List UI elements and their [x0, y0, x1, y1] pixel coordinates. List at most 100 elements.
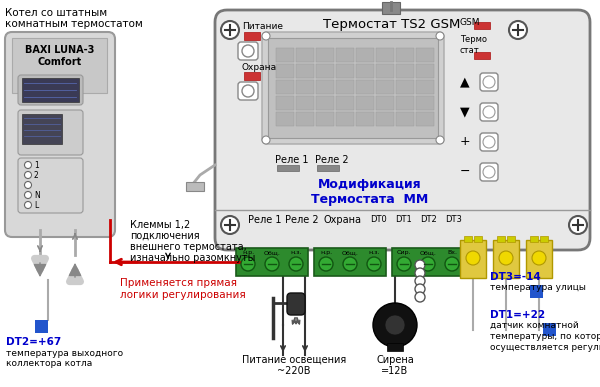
Bar [376, 96, 394, 110]
Circle shape [25, 182, 32, 188]
Text: 1: 1 [34, 161, 39, 170]
Bar [244, 32, 260, 40]
Circle shape [397, 257, 411, 271]
Text: осуществляется регулирование: осуществляется регулирование [490, 343, 600, 352]
Text: температура улицы: температура улицы [490, 283, 586, 292]
Bar [336, 64, 354, 78]
Bar [526, 240, 552, 278]
Circle shape [241, 257, 255, 271]
Bar [356, 112, 374, 126]
Circle shape [25, 202, 32, 209]
Circle shape [509, 21, 527, 39]
Bar [507, 236, 515, 242]
Bar [336, 96, 354, 110]
Bar [12, 38, 107, 93]
Bar [277, 165, 299, 171]
Bar [276, 112, 294, 126]
Bar [474, 52, 490, 59]
Bar [497, 236, 505, 242]
Circle shape [242, 45, 254, 57]
Circle shape [436, 32, 444, 40]
Circle shape [385, 315, 405, 335]
FancyBboxPatch shape [480, 103, 498, 121]
Bar [268, 38, 438, 138]
Text: Термостат TS2 GSM: Термостат TS2 GSM [323, 18, 461, 31]
FancyBboxPatch shape [18, 75, 83, 105]
Bar [416, 96, 434, 110]
Bar [22, 114, 62, 144]
Circle shape [483, 106, 495, 118]
Text: коллектора котла: коллектора котла [6, 359, 92, 368]
Circle shape [373, 303, 417, 347]
Bar [276, 80, 294, 94]
Circle shape [242, 85, 254, 97]
Text: стат: стат [460, 46, 480, 55]
FancyBboxPatch shape [480, 163, 498, 181]
Circle shape [466, 251, 480, 265]
Circle shape [262, 32, 270, 40]
Bar [396, 112, 414, 126]
Text: DT2: DT2 [420, 215, 437, 224]
Bar [296, 64, 314, 78]
Bar [392, 248, 464, 276]
Text: L: L [34, 200, 38, 209]
Bar [296, 80, 314, 94]
Bar [296, 96, 314, 110]
Text: Сир.: Сир. [397, 250, 411, 255]
FancyBboxPatch shape [215, 10, 590, 250]
Text: логики регулирования: логики регулирования [120, 290, 246, 300]
Circle shape [421, 257, 435, 271]
Bar [382, 2, 400, 14]
Bar [276, 96, 294, 110]
Circle shape [499, 251, 513, 265]
Text: Comfort: Comfort [38, 57, 82, 67]
Bar [236, 248, 308, 276]
Text: Питание: Питание [242, 22, 283, 31]
Circle shape [221, 216, 239, 234]
Bar [296, 112, 314, 126]
Bar [276, 48, 294, 62]
Text: Котел со штатным: Котел со штатным [5, 8, 107, 18]
Circle shape [415, 268, 425, 278]
Bar [460, 240, 486, 278]
Text: Общ.: Общ. [419, 250, 436, 255]
Bar [186, 182, 204, 191]
Text: N: N [34, 190, 40, 200]
Bar [376, 80, 394, 94]
FancyBboxPatch shape [480, 73, 498, 91]
Text: Термо: Термо [460, 35, 487, 44]
Text: ~220В: ~220В [277, 366, 311, 376]
Text: +: + [460, 135, 470, 148]
Text: Общ.: Общ. [341, 250, 358, 255]
Text: Вх.: Вх. [447, 250, 457, 255]
FancyBboxPatch shape [238, 42, 258, 60]
Text: DT0: DT0 [370, 215, 387, 224]
Bar [376, 48, 394, 62]
Text: DT3: DT3 [445, 215, 462, 224]
Text: Реле 1: Реле 1 [248, 215, 281, 225]
Text: н.з.: н.з. [368, 250, 380, 255]
Circle shape [415, 284, 425, 294]
Circle shape [367, 257, 381, 271]
Bar [474, 22, 490, 29]
Bar [396, 48, 414, 62]
Text: DT1=+22: DT1=+22 [490, 310, 545, 320]
Text: GSM: GSM [460, 18, 481, 27]
Bar [336, 112, 354, 126]
Bar [416, 64, 434, 78]
Text: DT3=-14: DT3=-14 [490, 272, 541, 282]
Bar [336, 48, 354, 62]
FancyBboxPatch shape [18, 158, 83, 213]
Text: комнатным термостатом: комнатным термостатом [5, 19, 143, 29]
Text: Питание освещения: Питание освещения [242, 355, 346, 365]
Bar [244, 72, 260, 80]
Text: Сирена: Сирена [376, 355, 414, 365]
Circle shape [436, 136, 444, 144]
Circle shape [483, 76, 495, 88]
Bar [316, 64, 334, 78]
Bar [356, 96, 374, 110]
Text: BAXI LUNA-3: BAXI LUNA-3 [25, 45, 95, 55]
Text: Модификация: Модификация [318, 178, 422, 191]
Bar [396, 96, 414, 110]
Bar [376, 112, 394, 126]
